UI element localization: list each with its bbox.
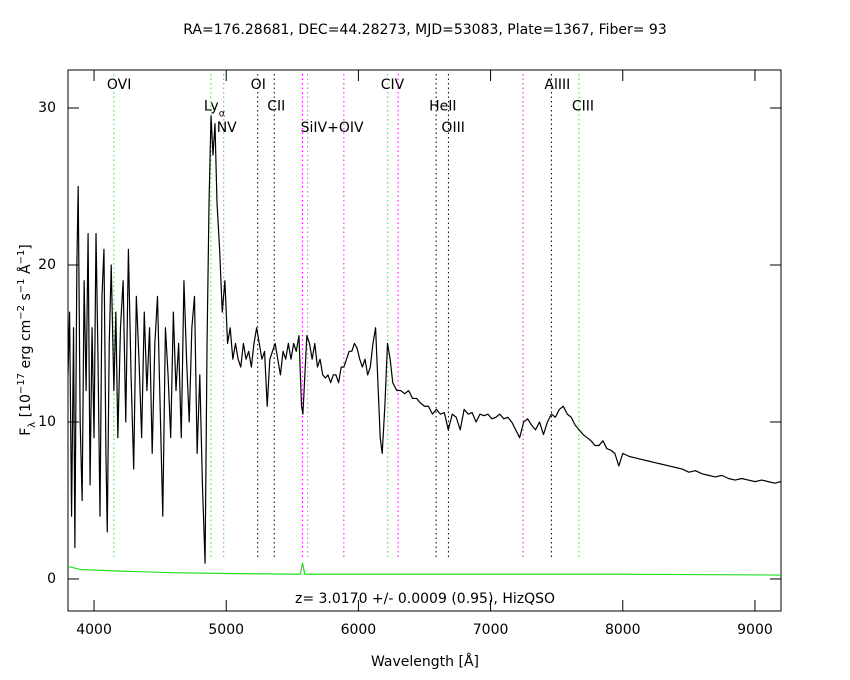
y-label-part: ] (18, 244, 34, 249)
line-label-text: CII (267, 99, 285, 115)
line-label-text: HeII (429, 99, 456, 115)
line-label-text: NV (217, 120, 237, 136)
y-tick-label: 10 (38, 414, 56, 430)
y-tick-label: 30 (38, 100, 56, 116)
spectrum-line (68, 562, 781, 576)
line-label: CIV (381, 77, 405, 93)
y-axis-label: Fλ [10−17 erg cm−2 s−1 Å−1] (16, 244, 38, 436)
line-label-text: AlIII (544, 77, 570, 93)
y-label-part: −1 (16, 250, 27, 265)
line-label-text: CIII (572, 99, 594, 115)
line-label: CIII (572, 99, 594, 115)
y-label-part: −2 (16, 305, 27, 320)
y-label-part: F (18, 428, 34, 436)
line-label: CII (267, 99, 285, 115)
line-label: NV (217, 120, 237, 136)
line-label-text: CIV (381, 77, 405, 93)
x-tick-label: 6000 (341, 622, 377, 638)
line-label: SiIV+OIV (301, 120, 364, 136)
y-label-part: [10 (18, 394, 34, 422)
subtitle: z= 3.0170 +/- 0.0009 (0.95), HizQSO (295, 591, 555, 607)
line-label-sub: α (219, 109, 226, 120)
y-tick-label: 0 (47, 571, 56, 587)
line-label-text: SiIV+OIV (301, 120, 364, 136)
x-tick-label: 8000 (605, 622, 641, 638)
line-label: Lyα (204, 99, 226, 120)
x-tick-label: 4000 (76, 622, 112, 638)
x-tick-label: 5000 (208, 622, 244, 638)
line-label: AlIII (544, 77, 570, 93)
line-label-text: OVI (107, 77, 131, 93)
y-label-part: Å (17, 264, 34, 278)
line-label: OI (251, 77, 266, 93)
x-axis-label: Wavelength [Å] (371, 653, 479, 670)
y-label-part: erg cm (18, 320, 34, 373)
y-tick-label: 20 (38, 257, 56, 273)
line-label-text: OIII (441, 120, 464, 136)
line-label: HeII (429, 99, 456, 115)
line-label: OVI (107, 77, 131, 93)
x-tick-label: 7000 (473, 622, 509, 638)
y-label-part: λ (27, 422, 38, 428)
chart-title: RA=176.28681, DEC=44.28273, MJD=53083, P… (183, 22, 667, 38)
line-label-text: OI (251, 77, 266, 93)
line-label-text: Ly (204, 99, 219, 115)
y-label-part: −17 (16, 373, 27, 394)
y-label-part: s (18, 293, 34, 305)
x-tick-label: 9000 (737, 622, 773, 638)
plot-frame (67, 69, 782, 612)
line-label: OIII (441, 120, 464, 136)
y-label-part: −1 (16, 278, 27, 293)
spectrum-line (68, 115, 781, 564)
